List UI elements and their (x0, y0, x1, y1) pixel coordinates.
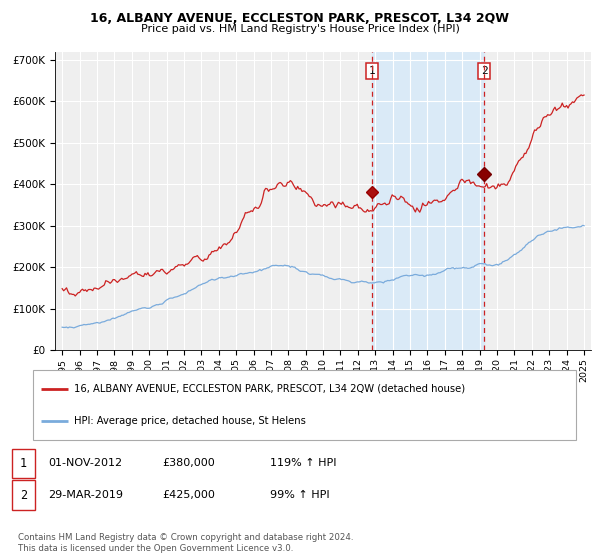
Text: 1: 1 (369, 66, 376, 76)
Text: Contains HM Land Registry data © Crown copyright and database right 2024.
This d: Contains HM Land Registry data © Crown c… (18, 533, 353, 553)
Text: 99% ↑ HPI: 99% ↑ HPI (270, 490, 329, 500)
Text: 2: 2 (20, 488, 27, 502)
Bar (373, 52, 484, 350)
Text: £380,000: £380,000 (162, 458, 215, 468)
Text: 2: 2 (481, 66, 487, 76)
Text: 16, ALBANY AVENUE, ECCLESTON PARK, PRESCOT, L34 2QW: 16, ALBANY AVENUE, ECCLESTON PARK, PRESC… (91, 12, 509, 25)
Text: 16, ALBANY AVENUE, ECCLESTON PARK, PRESCOT, L34 2QW (detached house): 16, ALBANY AVENUE, ECCLESTON PARK, PRESC… (74, 384, 465, 394)
FancyBboxPatch shape (33, 370, 576, 440)
Text: £425,000: £425,000 (162, 490, 215, 500)
Text: 01-NOV-2012: 01-NOV-2012 (48, 458, 122, 468)
Text: 29-MAR-2019: 29-MAR-2019 (48, 490, 123, 500)
Text: 1: 1 (20, 456, 27, 470)
Text: 119% ↑ HPI: 119% ↑ HPI (270, 458, 337, 468)
Text: Price paid vs. HM Land Registry's House Price Index (HPI): Price paid vs. HM Land Registry's House … (140, 24, 460, 34)
Text: HPI: Average price, detached house, St Helens: HPI: Average price, detached house, St H… (74, 416, 305, 426)
